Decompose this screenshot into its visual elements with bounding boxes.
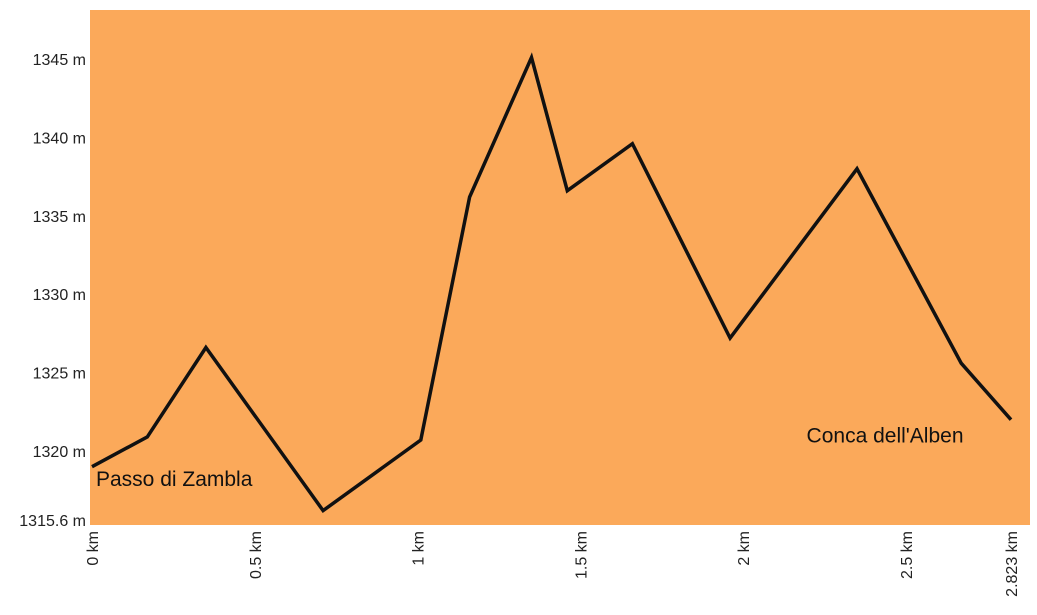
x-tick-label: 1 km xyxy=(411,531,428,566)
y-tick-label: 1325 m xyxy=(33,366,86,383)
chart-annotations: Passo di Zambla Conca dell'Alben xyxy=(96,424,964,491)
elevation-profile-line xyxy=(91,52,1013,514)
x-tick-label: 2 km xyxy=(736,531,753,566)
y-tick-label: 1330 m xyxy=(33,287,86,304)
x-tick-label: 2.823 km xyxy=(1004,531,1021,597)
x-tick-label: 0.5 km xyxy=(248,531,265,579)
y-tick-label: 1335 m xyxy=(33,209,86,226)
x-tick-label: 0 km xyxy=(85,531,102,566)
annotation-label: Conca dell'Alben xyxy=(807,424,964,447)
x-tick-label: 2.5 km xyxy=(899,531,916,579)
x-tick-label: 1.5 km xyxy=(573,531,590,579)
y-tick-label: 1315.6 m xyxy=(19,513,86,530)
y-tick-label: 1320 m xyxy=(33,444,86,461)
y-axis-ticks: 1315.6 m 1320 m 1325 m 1330 m 1335 m 1340 m 13… xyxy=(19,52,86,530)
annotation-label: Passo di Zambla xyxy=(96,468,253,491)
y-tick-label: 1345 m xyxy=(33,52,86,69)
y-tick-label: 1340 m xyxy=(33,130,86,147)
x-axis-ticks: 0 km 0.5 km 1 km 1.5 km 2 km 2.5 km 2.823 km xyxy=(85,531,1021,597)
plot-background xyxy=(90,10,1030,525)
